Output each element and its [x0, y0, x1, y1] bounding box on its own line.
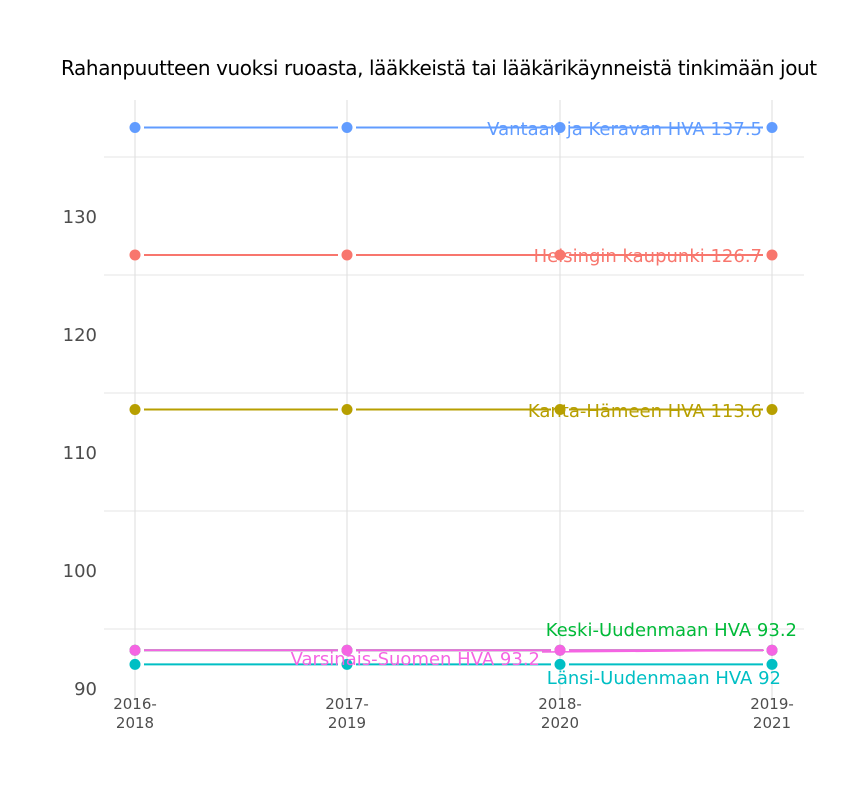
series-lines [129, 122, 778, 670]
series-länsi-uudenmaan-hva [129, 658, 778, 670]
x-tick-label: 2019- [750, 695, 794, 713]
grid-lines [104, 100, 804, 700]
data-point [341, 122, 353, 133]
chart-title: Rahanpuutteen vuoksi ruoasta, lääkkeistä… [61, 56, 817, 80]
data-point [129, 249, 141, 261]
x-tick-label: 2017- [325, 695, 369, 713]
data-point [554, 658, 566, 670]
data-point [129, 404, 141, 416]
data-point [766, 249, 778, 261]
series-end-label: Kanta-Hämeen HVA 113.6 [528, 401, 762, 422]
x-tick-label: 2021 [753, 714, 791, 732]
x-tick-label: 2019 [328, 714, 366, 732]
data-point [341, 658, 353, 670]
data-point [554, 249, 566, 261]
series-labels: Vantaan ja Keravan HVA 137.5 Helsingin ka… [291, 119, 797, 689]
x-tick-label: 2018- [538, 695, 582, 713]
data-point [341, 644, 353, 656]
series-vantaan-ja-keravan-hva [129, 122, 778, 133]
y-tick-label: 90 [74, 679, 97, 700]
series-end-label: Länsi-Uudenmaan HVA 92 [547, 668, 781, 689]
y-tick-label: 110 [63, 443, 97, 464]
y-tick-label: 120 [63, 325, 97, 346]
data-point [766, 122, 778, 133]
series-end-label: Keski-Uudenmaan HVA 93.2 [546, 620, 797, 641]
data-point [341, 249, 353, 261]
data-point [766, 658, 778, 670]
x-tick-label: 2020 [541, 714, 579, 732]
y-axis: 90 100 110 120 130 [63, 207, 97, 700]
data-point [129, 644, 141, 656]
data-point [129, 122, 141, 133]
series-helsingin-kaupunki [129, 249, 778, 261]
data-point [554, 122, 566, 133]
data-point [129, 658, 141, 670]
label-leader-line [541, 649, 765, 653]
series-end-label: Vantaan ja Keravan HVA 137.5 [487, 119, 762, 140]
data-point [554, 404, 566, 416]
y-tick-label: 100 [63, 561, 97, 582]
series-kanta-hämeen-hva [129, 404, 778, 416]
x-tick-label: 2018 [116, 714, 154, 732]
x-tick-label: 2016- [113, 695, 157, 713]
series-end-label: Varsinais-Suomen HVA 93.2 [291, 649, 540, 670]
x-axis: 2016-2018 2017-2019 2018-2020 2019-2021 [113, 695, 794, 732]
y-tick-label: 130 [63, 207, 97, 228]
data-point [341, 404, 353, 416]
data-point [766, 404, 778, 416]
data-point [766, 644, 778, 656]
series-end-label: Helsingin kaupunki 126.7 [534, 246, 762, 267]
data-point [554, 644, 566, 656]
